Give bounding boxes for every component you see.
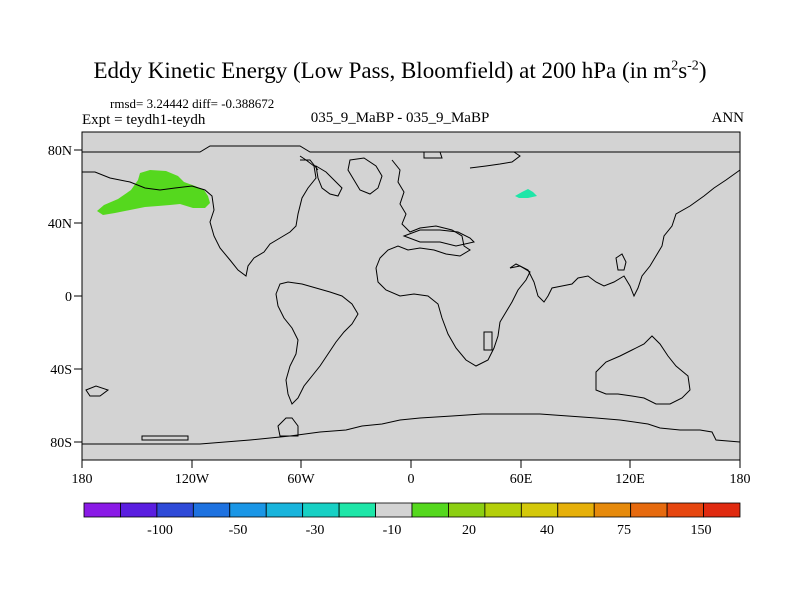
colorbar-label: -50 [229, 523, 248, 538]
stats-label: rmsd= 3.24442 diff= -0.388672 [110, 96, 275, 111]
colorbar [83, 502, 741, 518]
colorbar-swatch [83, 502, 121, 518]
lat-label-0: 0 [65, 290, 72, 305]
colorbar-swatch [630, 502, 668, 518]
colorbar-swatch [520, 502, 559, 518]
lon-label-60w: 60W [287, 472, 315, 487]
lon-label-180e: 180 [730, 472, 751, 487]
colorbar-swatch [411, 502, 449, 518]
colorbar-swatch [192, 502, 231, 518]
colorbar-swatch [593, 502, 632, 518]
colorbar-swatch [557, 502, 595, 518]
colorbar-swatch [229, 502, 267, 518]
colorbar-swatch [703, 502, 741, 518]
lon-label-180w: 180 [72, 472, 93, 487]
anomaly-negative-region [515, 189, 537, 198]
lat-label-40s: 40S [50, 363, 72, 378]
colorbar-swatch [120, 502, 158, 518]
coastlines [82, 145, 741, 445]
chart-title: Eddy Kinetic Energy (Low Pass, Bloomfiel… [93, 58, 707, 83]
colorbar-swatch [484, 502, 522, 518]
longitude-axis [81, 460, 741, 468]
season-label: ANN [711, 110, 745, 126]
lat-label-80n: 80N [48, 144, 72, 159]
colorbar-label: 40 [540, 523, 554, 538]
lon-label-60e: 60E [510, 472, 533, 487]
experiment-label: Expt = teydh1-teydh [82, 112, 206, 128]
lon-label-120e: 120E [615, 472, 645, 487]
latitude-axis [74, 149, 82, 443]
lat-label-40n: 40N [48, 217, 72, 232]
colorbar-swatch [375, 502, 413, 518]
colorbar-swatch [666, 502, 704, 518]
colorbar-label: 20 [462, 523, 476, 538]
anomaly-positive-region [97, 170, 210, 215]
colorbar-label: -30 [306, 523, 325, 538]
map-panel [81, 131, 741, 461]
colorbar-label: -10 [383, 523, 402, 538]
colorbar-swatch [265, 502, 304, 518]
lon-label-0: 0 [408, 472, 415, 487]
colorbar-label: 75 [617, 523, 631, 538]
colorbar-label: -100 [147, 523, 173, 538]
colorbar-label: 150 [691, 523, 712, 538]
colorbar-swatch [448, 502, 486, 518]
colorbar-labels: -100 -50 -30 -10 20 40 75 150 [147, 523, 711, 538]
colorbar-swatch [338, 502, 376, 518]
colorbar-swatch [302, 502, 340, 518]
lat-label-80s: 80S [50, 436, 72, 451]
case-label: 035_9_MaBP - 035_9_MaBP [310, 110, 490, 126]
lon-label-120w: 120W [175, 472, 210, 487]
colorbar-swatch [156, 502, 194, 518]
